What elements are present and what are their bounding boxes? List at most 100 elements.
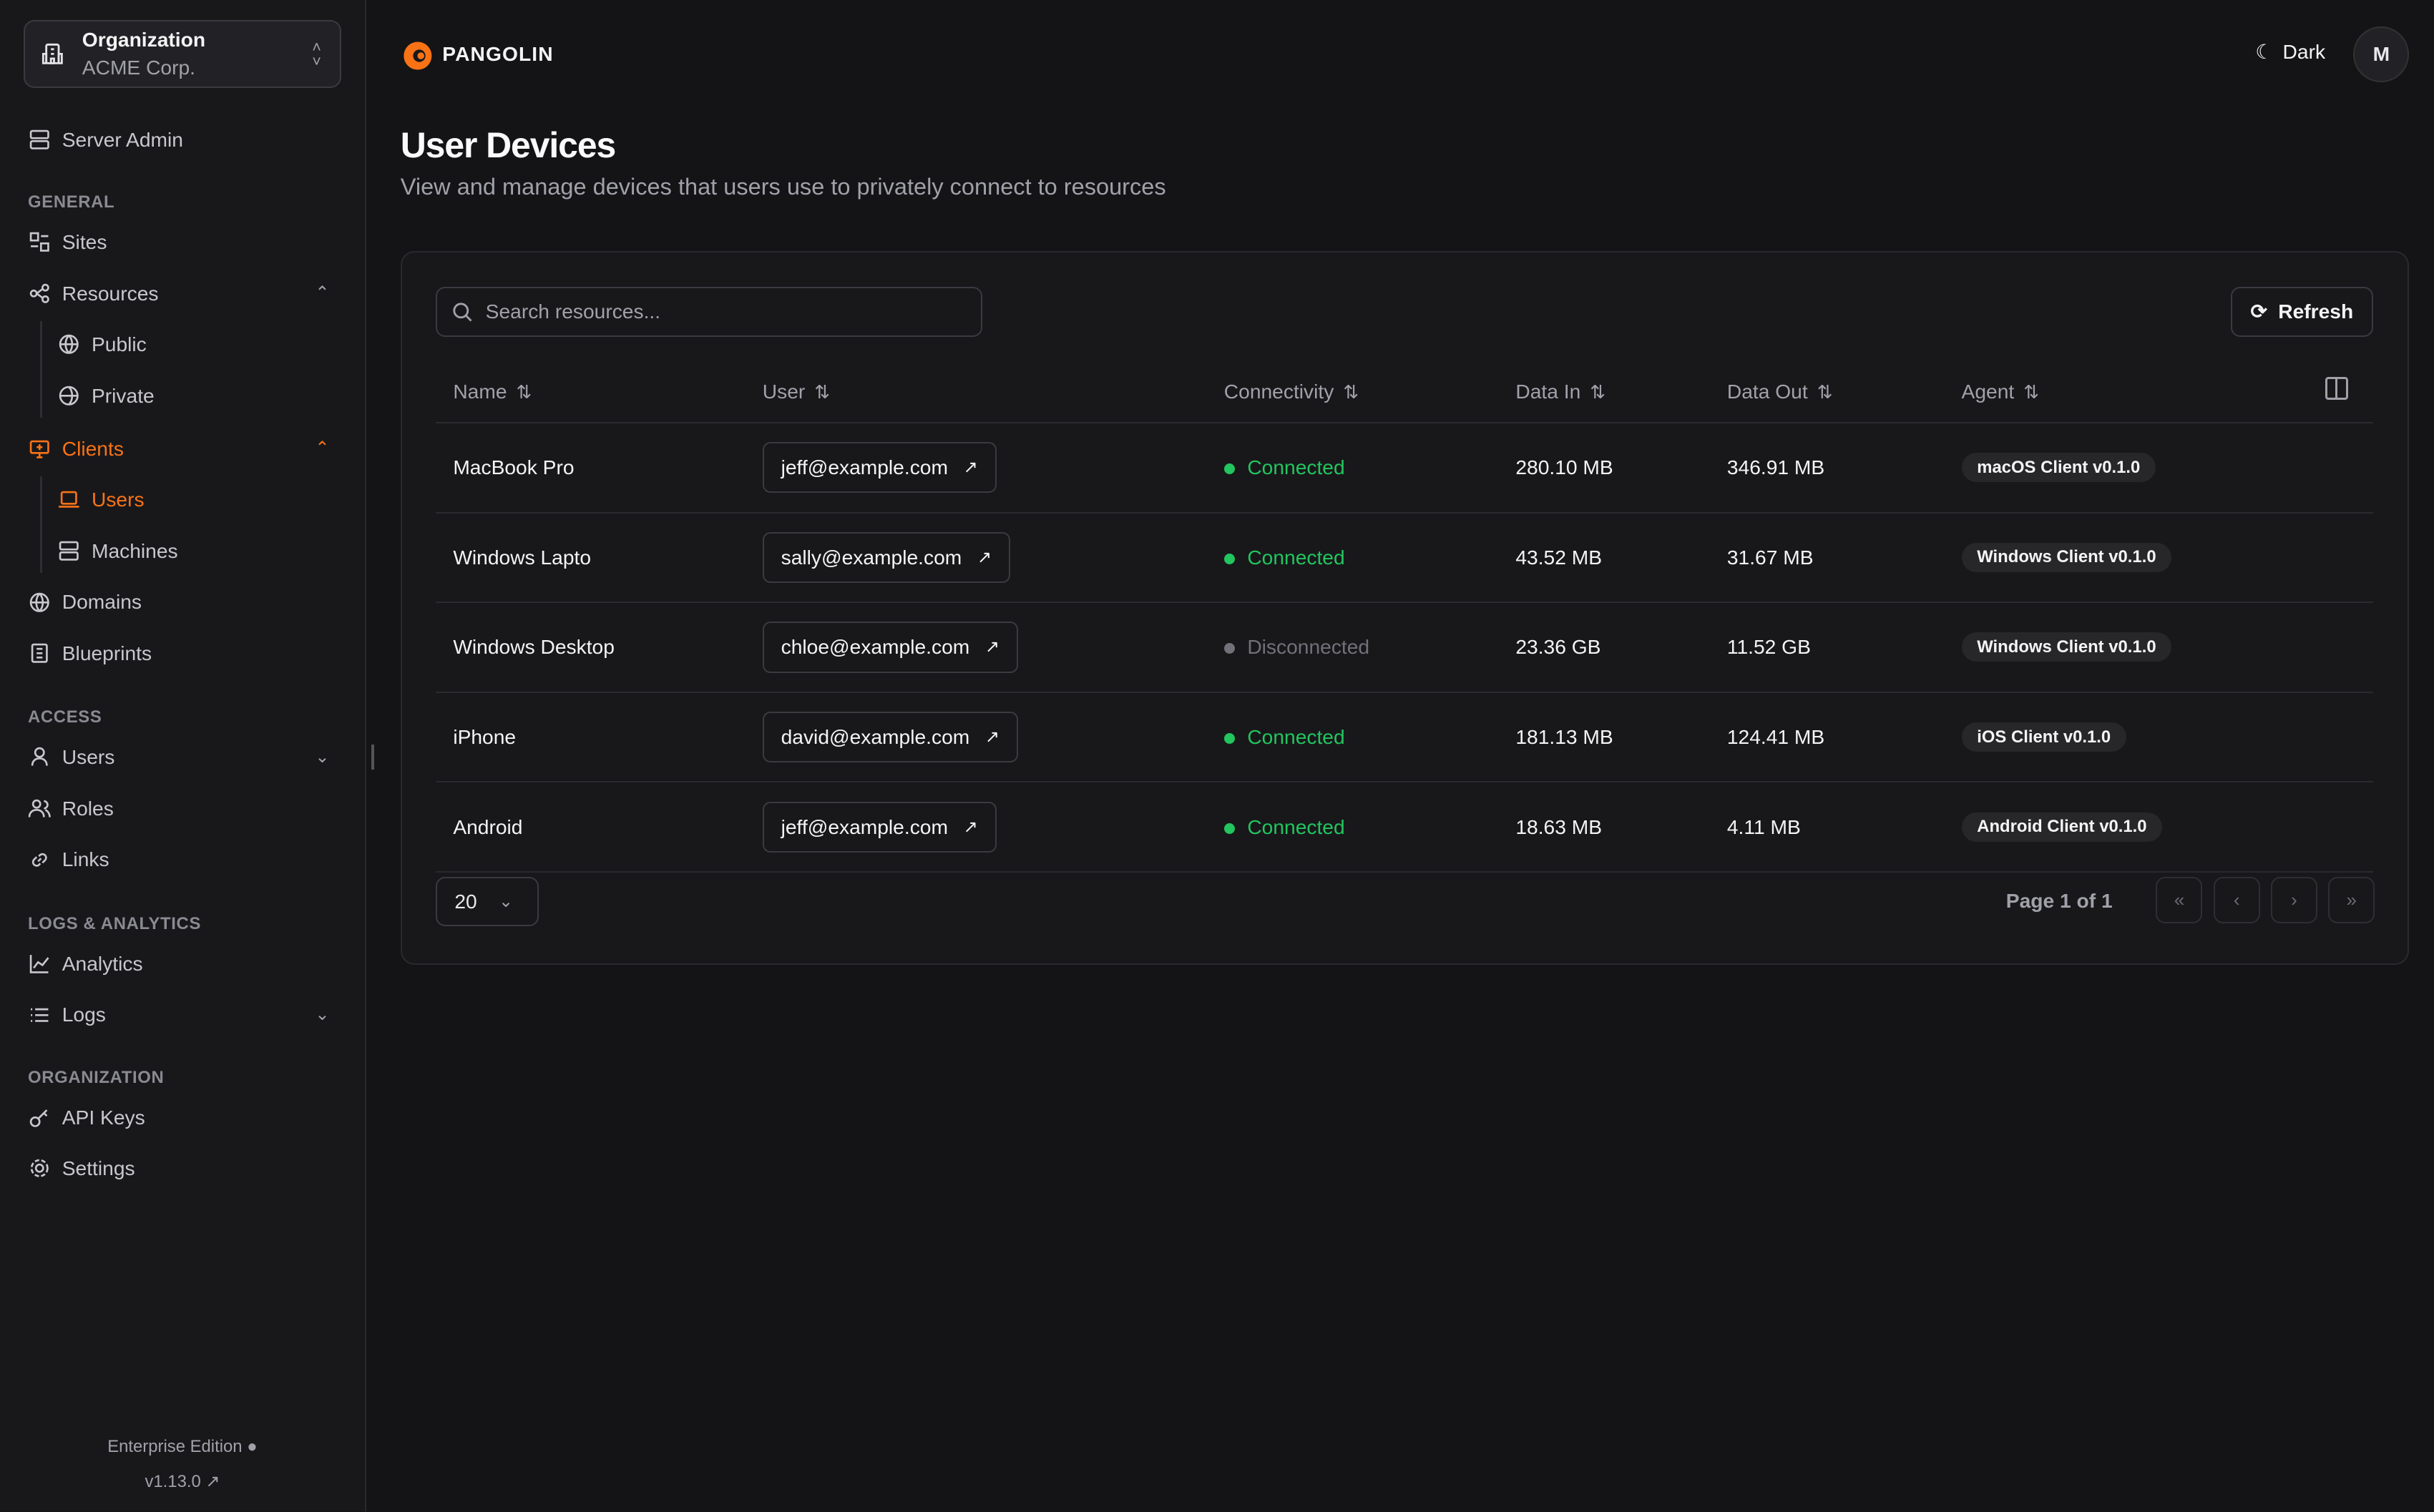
theme-toggle[interactable]: ☾ Dark (2255, 40, 2325, 64)
agent-badge: Windows Client v0.1.0 (1961, 542, 2172, 572)
data-in: 43.52 MB (1498, 512, 1711, 604)
nav-users[interactable]: Users (28, 740, 114, 775)
edition-text: Enterprise Edition (107, 1437, 243, 1457)
nav-roles[interactable]: Roles (28, 791, 114, 825)
nav-label: API Keys (62, 1105, 145, 1129)
nav-private[interactable]: Private (57, 378, 155, 413)
search-input[interactable]: Search resources... (436, 287, 983, 337)
nav-machines[interactable]: Machines (57, 534, 178, 568)
org-label: Organization (82, 27, 206, 51)
user-email: chloe@example.com (781, 635, 970, 659)
refresh-button[interactable]: ⟳ Refresh (2230, 287, 2374, 337)
user-email: david@example.com (781, 725, 970, 749)
sidebar: Organization ACME Corp. ˄ ˅ Server Admin … (0, 0, 366, 1512)
building-icon (42, 44, 63, 65)
nav-label: Analytics (62, 951, 143, 975)
nav-resources[interactable]: Resources (28, 276, 158, 310)
chart-line-icon (29, 955, 49, 973)
data-out: 124.41 MB (1710, 692, 1945, 783)
status-dot (1223, 643, 1235, 654)
status-text: Connected (1247, 725, 1345, 749)
user-email: sally@example.com (781, 545, 962, 569)
nav-blueprints[interactable]: Blueprints (28, 637, 152, 671)
next-page-button[interactable]: › (2270, 876, 2318, 923)
sort-icon[interactable]: ⇅ (1343, 381, 1359, 403)
data-in: 181.13 MB (1498, 692, 1711, 783)
status-text: Connected (1247, 545, 1345, 569)
nav-label: Domains (62, 590, 142, 614)
nav-public[interactable]: Public (57, 328, 147, 362)
chevron-down-icon: ⌄ (499, 891, 514, 911)
page-size-value: 20 (454, 889, 477, 913)
column-label: User (762, 380, 806, 403)
device-name: Android (436, 782, 746, 873)
column-header[interactable]: Name ⇅ (436, 361, 746, 423)
nav-logs[interactable]: Logs (28, 998, 106, 1032)
nav-api-keys[interactable]: API Keys (28, 1100, 145, 1134)
table-row: Android jeff@example.com ↗ Connected 18.6… (436, 782, 2374, 873)
arrow-up-right-icon: ↗ (963, 458, 978, 478)
section-access: ACCESS (28, 707, 102, 727)
column-header[interactable]: Data Out ⇅ (1710, 361, 1945, 423)
sort-icon[interactable]: ⇅ (516, 381, 532, 403)
user-link[interactable]: chloe@example.com ↗ (762, 622, 1018, 673)
nav-clients[interactable]: Clients (28, 431, 124, 466)
column-header[interactable]: User ⇅ (745, 361, 1207, 423)
table-row: Windows Lapto sally@example.com ↗ Connect… (436, 512, 2374, 604)
nav-analytics[interactable]: Analytics (28, 946, 143, 981)
sort-icon[interactable]: ⇅ (2023, 381, 2040, 403)
first-page-button[interactable]: « (2156, 876, 2203, 923)
section-organization: ORGANIZATION (28, 1067, 165, 1087)
page-subtitle: View and manage devices that users use t… (400, 173, 1166, 200)
nav-label: Users (91, 488, 145, 511)
column-label: Data In (1515, 380, 1581, 403)
nav-sites[interactable]: Sites (28, 225, 107, 260)
users-icon (28, 799, 51, 818)
nav-label: Public (91, 333, 147, 356)
list-icon (31, 1008, 49, 1022)
chevron-down-icon[interactable]: ⌄ (315, 747, 330, 767)
column-header[interactable]: Connectivity ⇅ (1206, 361, 1499, 423)
theme-label: Dark (2282, 40, 2326, 64)
chevron-up-icon[interactable]: ⌃ (315, 283, 330, 303)
last-page-button[interactable]: » (2328, 876, 2375, 923)
status-text: Connected (1247, 456, 1345, 479)
user-link[interactable]: jeff@example.com ↗ (762, 442, 997, 494)
page-size-select[interactable]: 20 ⌄ (436, 876, 539, 927)
brand-logo[interactable]: PANGOLIN (401, 37, 554, 72)
column-label: Data Out (1726, 380, 1808, 403)
arrow-up-right-icon: ↗ (984, 727, 999, 747)
chevrons-up-down-icon: ˄ ˅ (312, 38, 321, 70)
nav-users-devices[interactable]: Users (57, 483, 145, 517)
chevron-up-icon[interactable]: ⌃ (315, 438, 330, 458)
device-name: Windows Lapto (436, 512, 746, 604)
sites-icon (29, 232, 49, 252)
user-link[interactable]: sally@example.com ↗ (762, 531, 1010, 583)
user-link[interactable]: jeff@example.com ↗ (762, 801, 997, 853)
chevron-down-icon[interactable]: ⌄ (315, 1004, 330, 1024)
nav-links[interactable]: Links (28, 843, 109, 877)
column-header[interactable]: Agent ⇅ (1944, 361, 2374, 423)
globe-icon (29, 592, 49, 612)
version-label[interactable]: v1.13.0 ↗ (0, 1471, 365, 1492)
globe-lock-icon (59, 386, 79, 406)
sort-icon[interactable]: ⇅ (1590, 381, 1606, 403)
status-dot (1223, 463, 1235, 475)
prev-page-button[interactable]: ‹ (2213, 876, 2260, 923)
laptop-icon (59, 491, 79, 509)
nav-settings[interactable]: Settings (28, 1152, 135, 1186)
nav-server-admin[interactable]: Server Admin (28, 122, 183, 157)
avatar[interactable]: M (2353, 26, 2410, 82)
edition-label[interactable]: Enterprise Edition ● (0, 1437, 365, 1457)
sort-icon[interactable]: ⇅ (814, 381, 831, 403)
sidebar-resize-handle[interactable] (371, 745, 374, 770)
user-link[interactable]: david@example.com ↗ (762, 711, 1018, 763)
agent-badge: Windows Client v0.1.0 (1961, 632, 2172, 662)
org-switcher[interactable]: Organization ACME Corp. ˄ ˅ (23, 20, 341, 89)
arrow-up-right-icon: ↗ (984, 637, 999, 657)
sort-icon[interactable]: ⇅ (1817, 381, 1833, 403)
nav-domains[interactable]: Domains (28, 585, 142, 619)
arrow-up-right-icon: ↗ (977, 547, 992, 567)
section-logs: LOGS & ANALYTICS (28, 913, 202, 933)
column-header[interactable]: Data In ⇅ (1498, 361, 1711, 423)
